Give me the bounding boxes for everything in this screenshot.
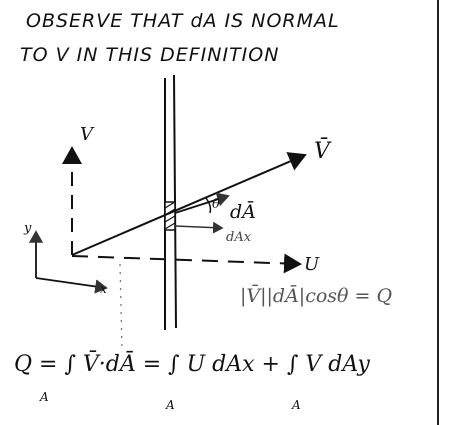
integral-subscript-1: A	[40, 390, 49, 404]
page-edge-line	[437, 0, 439, 425]
v-axis-label: V	[80, 124, 95, 145]
integral-subscript-2: A	[166, 398, 175, 412]
velocity-label: V̄	[314, 137, 332, 164]
ref-x-axis	[35, 277, 108, 294]
theta-label: θ	[212, 197, 220, 212]
dA-label: dĀ	[230, 200, 256, 223]
theta-arc	[204, 196, 212, 214]
note-line-1: OBSERVE THAT dA IS NORMAL	[26, 10, 340, 32]
dAx-label: dAx	[226, 230, 252, 245]
dAx-arrow	[174, 221, 224, 234]
ref-x-label: x	[100, 282, 107, 296]
velocity-vector	[71, 152, 307, 256]
note-line-2: TO V IN THIS DEFINITION	[20, 44, 280, 66]
integral-equation: Q = ∫ V̄·dĀ = ∫ U dAx + ∫ V dAy	[14, 352, 370, 377]
dA-arrow	[174, 192, 230, 214]
u-axis	[71, 253, 302, 274]
integral-subscript-3: A	[292, 398, 301, 412]
flow-relation: |V̄||dĀ|cosθ = Q	[240, 284, 392, 307]
u-axis-label: U	[304, 254, 320, 275]
ref-y-label: y	[23, 221, 32, 236]
dotted-guide	[119, 263, 123, 351]
